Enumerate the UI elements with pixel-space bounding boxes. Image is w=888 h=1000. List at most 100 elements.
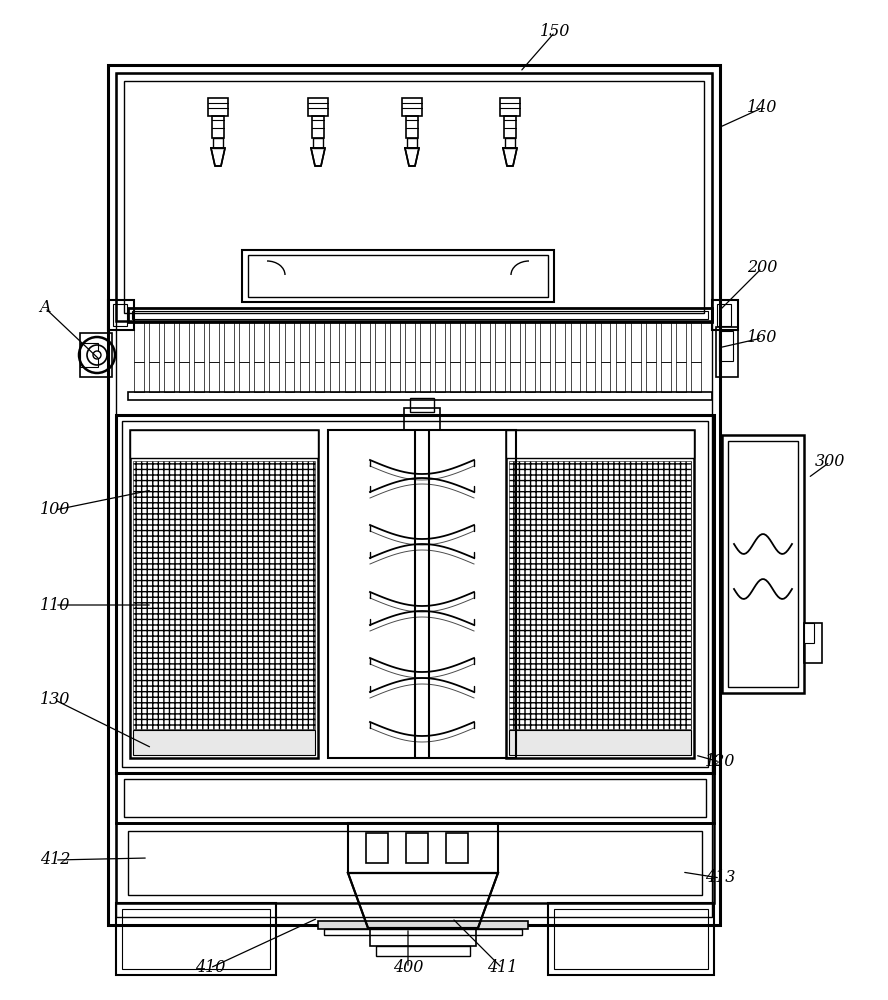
Bar [108,65,720,925]
Bar [116,903,276,975]
Bar [630,322,640,362]
Bar [312,116,324,138]
Bar [324,929,522,935]
Text: 411: 411 [487,960,517,976]
Bar [496,362,505,392]
Bar [717,304,731,326]
Bar [210,322,219,362]
Bar [410,398,434,412]
Bar [615,322,625,362]
Bar [318,921,528,929]
Bar [420,322,430,362]
Bar [213,138,223,148]
Bar [570,322,581,362]
Bar [225,362,234,392]
Bar [116,73,712,917]
Circle shape [93,351,101,359]
Bar [676,322,686,362]
Bar [345,322,354,362]
Bar [506,430,694,758]
Bar [496,322,505,362]
Text: A: A [39,300,51,316]
Bar [511,362,520,392]
Bar [284,322,294,362]
Bar [80,343,98,367]
Bar [556,322,566,362]
Bar [407,138,417,148]
Bar [210,362,219,392]
Bar [284,362,294,392]
Bar [329,322,339,362]
Bar [465,362,475,392]
Bar [348,823,498,873]
Bar [541,322,551,362]
Bar [240,362,250,392]
Bar [600,362,610,392]
Bar [124,779,706,817]
Bar [376,946,470,956]
Text: 110: 110 [40,596,70,613]
Bar [615,362,625,392]
Bar [240,322,250,362]
Bar [804,623,814,643]
Bar [113,304,127,326]
Bar [133,730,315,755]
Bar [504,116,516,138]
Bar [269,322,279,362]
Bar [133,461,315,729]
Bar [404,408,440,430]
Bar [164,362,174,392]
Bar [500,98,520,116]
Bar [116,773,714,823]
Bar [108,300,134,330]
Bar [134,362,144,392]
Bar [548,903,714,975]
Bar [132,311,708,319]
Bar [509,730,691,755]
Bar [130,430,318,458]
Bar [212,116,224,138]
Bar [446,833,468,863]
Bar [299,362,309,392]
Text: 160: 160 [747,330,777,347]
Bar [194,322,204,362]
Bar [646,322,655,362]
Bar [255,362,265,392]
Bar [405,322,415,362]
Bar [308,98,328,116]
Bar [225,322,234,362]
Bar [712,300,738,330]
Bar [722,435,804,693]
Bar [585,362,595,392]
Bar [134,322,144,362]
Bar [435,322,445,362]
Bar [646,362,655,392]
Bar [116,415,714,773]
Bar [691,362,701,392]
Bar [255,322,265,362]
Bar [405,362,415,392]
Bar [435,362,445,392]
Bar [390,322,400,362]
Bar [370,928,476,946]
Bar [728,441,798,687]
Bar [526,362,535,392]
Bar [661,322,670,362]
Text: 150: 150 [540,23,570,40]
Bar [804,623,822,663]
Text: 413: 413 [705,869,735,886]
Bar [242,250,554,302]
Bar [716,327,738,377]
Bar [450,362,460,392]
Bar [406,833,428,863]
Bar [248,255,548,297]
Bar [122,909,270,969]
Bar [570,362,581,392]
Bar [719,331,733,361]
Text: 410: 410 [194,960,226,976]
Bar [122,421,708,767]
Text: 130: 130 [40,692,70,708]
Bar [506,430,694,458]
Bar [406,116,418,138]
Bar [269,362,279,392]
